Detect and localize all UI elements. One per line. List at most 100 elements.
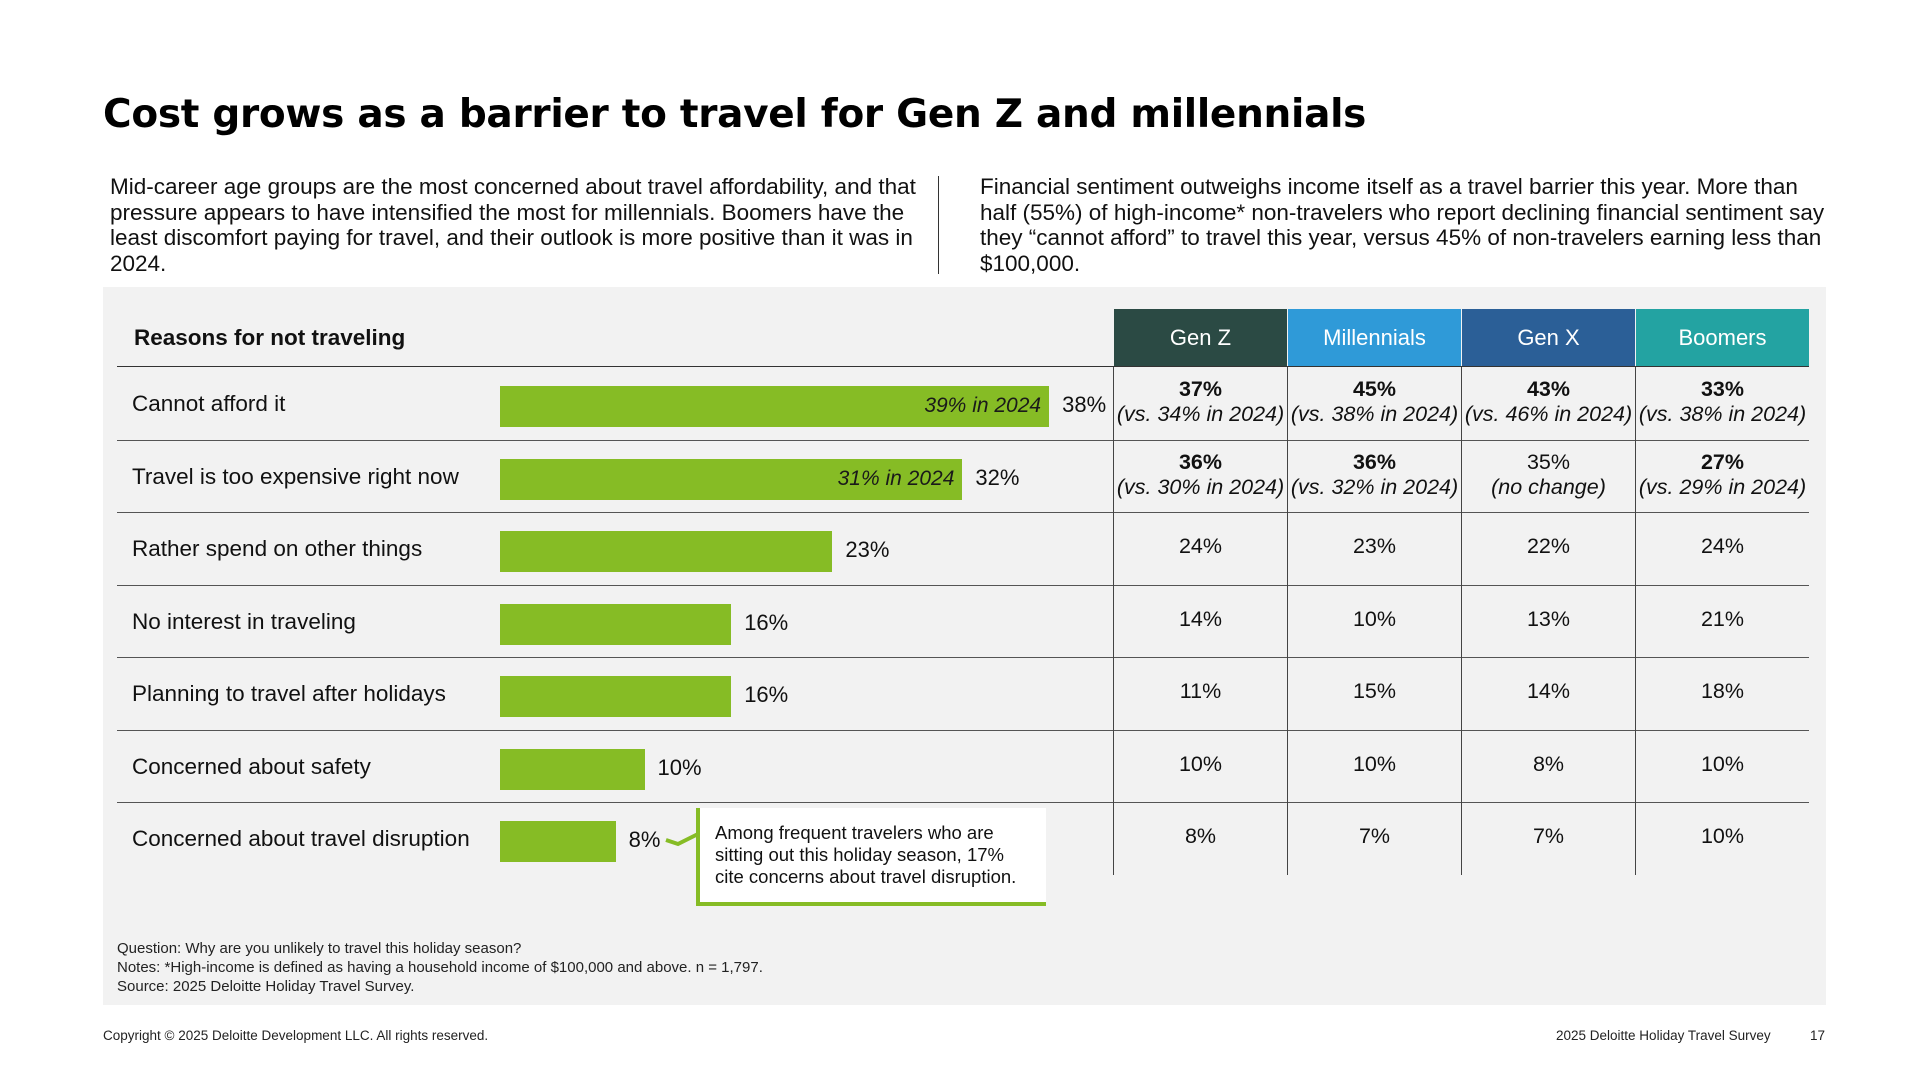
intro-right-text: Financial sentiment outweighs income its… xyxy=(980,174,1825,276)
bar-value-label: 38% xyxy=(1062,392,1107,417)
footnote-source: Source: 2025 Deloitte Holiday Travel Sur… xyxy=(117,978,415,995)
prior-year-label: 39% in 2024 xyxy=(924,394,1042,417)
gen-header-gen-z: Gen Z xyxy=(1114,309,1287,367)
cell-value: 14% xyxy=(1526,679,1571,703)
gen-cell: 10% xyxy=(1636,752,1809,777)
gen-cell: 10% xyxy=(1288,752,1461,777)
cell-value: 43% xyxy=(1526,377,1571,401)
bar xyxy=(500,386,1050,427)
bar-value-label: 10% xyxy=(657,754,702,780)
column-divider xyxy=(1635,367,1636,875)
bar xyxy=(500,531,833,572)
bar xyxy=(500,748,645,790)
bar-value-label: 8% xyxy=(628,827,661,852)
gen-cell: 18% xyxy=(1636,679,1809,704)
footnote-notes: Notes: *High-income is defined as having… xyxy=(117,959,763,976)
gen-cell: 45% (vs. 38% in 2024) xyxy=(1288,377,1461,427)
gen-cell: 35% (no change) xyxy=(1462,450,1635,500)
gen-cell: 27% (vs. 29% in 2024) xyxy=(1636,450,1809,500)
cell-comparison: (vs. 32% in 2024) xyxy=(1290,474,1459,499)
cell-value: 13% xyxy=(1526,606,1571,631)
cell-value: 37% xyxy=(1178,377,1223,401)
bar xyxy=(500,821,616,862)
bar-value-label: 16% xyxy=(744,609,789,635)
cell-value: 45% xyxy=(1352,377,1397,401)
cell-value: 10% xyxy=(1700,824,1745,848)
callout-connector xyxy=(665,832,699,847)
cell-comparison: (vs. 38% in 2024) xyxy=(1290,402,1459,426)
column-divider xyxy=(1287,367,1288,875)
gen-cell: 10% xyxy=(1114,752,1287,777)
row-divider xyxy=(117,584,1809,586)
gen-header-millennials: Millennials xyxy=(1288,309,1461,367)
survey-name: 2025 Deloitte Holiday Travel Survey xyxy=(1556,1028,1771,1043)
cell-comparison: (vs. 46% in 2024) xyxy=(1464,402,1633,426)
reason-label: Rather spend on other things xyxy=(132,536,423,561)
gen-cell: 43% (vs. 46% in 2024) xyxy=(1462,377,1635,427)
reason-label: Cannot afford it xyxy=(132,391,286,416)
cell-value: 22% xyxy=(1526,534,1571,558)
gen-cell: 11% xyxy=(1114,679,1287,704)
cell-value: 7% xyxy=(1358,824,1391,848)
gen-cell: 10% xyxy=(1288,607,1461,632)
cell-value: 10% xyxy=(1700,751,1745,776)
cell-comparison: (no change) xyxy=(1491,474,1606,499)
cell-value: 27% xyxy=(1700,449,1745,474)
reason-label: Planning to travel after holidays xyxy=(132,681,446,706)
intro-left-text: Mid-career age groups are the most conce… xyxy=(110,174,916,276)
gen-cell: 7% xyxy=(1462,824,1635,849)
gen-cell: 8% xyxy=(1114,824,1287,849)
row-divider xyxy=(117,657,1809,658)
cell-value: 8% xyxy=(1184,824,1217,848)
cell-value: 21% xyxy=(1700,606,1745,631)
gen-cell: 14% xyxy=(1114,607,1287,632)
cell-value: 10% xyxy=(1352,751,1397,776)
gen-cell: 37% (vs. 34% in 2024) xyxy=(1114,377,1287,427)
cell-value: 10% xyxy=(1178,751,1223,776)
gen-cell: 23% xyxy=(1288,534,1461,559)
gen-cell: 36% (vs. 32% in 2024) xyxy=(1288,450,1461,500)
page-number: 17 xyxy=(1810,1028,1826,1043)
header-rule xyxy=(117,366,1809,367)
reason-label: No interest in traveling xyxy=(132,608,356,634)
cell-value: 8% xyxy=(1532,751,1565,776)
gen-cell: 24% xyxy=(1114,534,1287,559)
row-divider xyxy=(117,802,1809,803)
cell-value: 36% xyxy=(1352,449,1397,474)
gen-cell: 13% xyxy=(1462,607,1635,632)
gen-cell: 10% xyxy=(1636,824,1809,849)
footnotes: Question: Why are you unlikely to travel… xyxy=(117,939,763,996)
gen-header-boomers: Boomers xyxy=(1636,309,1809,367)
bar xyxy=(500,603,732,645)
cell-comparison: (vs. 34% in 2024) xyxy=(1116,402,1285,426)
gen-cell: 36% (vs. 30% in 2024) xyxy=(1114,450,1287,500)
bar-value-label: 23% xyxy=(845,537,890,562)
gen-cell: 8% xyxy=(1462,752,1635,777)
cell-comparison: (vs. 30% in 2024) xyxy=(1116,474,1285,499)
row-divider xyxy=(117,729,1809,731)
column-divider xyxy=(1461,367,1462,875)
cell-value: 33% xyxy=(1700,377,1745,401)
gen-cell: 7% xyxy=(1288,824,1461,849)
cell-value: 11% xyxy=(1179,679,1222,703)
reasons-header: Reasons for not traveling xyxy=(134,325,406,350)
cell-comparison: (vs. 38% in 2024) xyxy=(1638,402,1807,426)
gen-cell: 14% xyxy=(1462,679,1635,704)
gen-header-gen-x: Gen X xyxy=(1462,309,1635,367)
gen-cell: 15% xyxy=(1288,679,1461,704)
row-divider xyxy=(117,512,1809,513)
bar-value-label: 16% xyxy=(744,682,789,707)
prior-year-label: 31% in 2024 xyxy=(837,466,955,490)
cell-value: 18% xyxy=(1700,679,1745,703)
disruption-callout: Among frequent travelers who are sitting… xyxy=(696,808,1046,906)
cell-value: 35% xyxy=(1526,449,1571,474)
reason-label: Concerned about travel disruption xyxy=(132,826,470,851)
reason-label: Concerned about safety xyxy=(132,753,371,779)
cell-value: 24% xyxy=(1178,534,1223,558)
bar xyxy=(500,676,732,717)
page-title: Cost grows as a barrier to travel for Ge… xyxy=(103,92,1367,137)
cell-value: 15% xyxy=(1352,679,1397,703)
copyright: Copyright © 2025 Deloitte Development LL… xyxy=(103,1028,489,1043)
gen-cell: 22% xyxy=(1462,534,1635,559)
cell-value: 36% xyxy=(1178,449,1223,474)
